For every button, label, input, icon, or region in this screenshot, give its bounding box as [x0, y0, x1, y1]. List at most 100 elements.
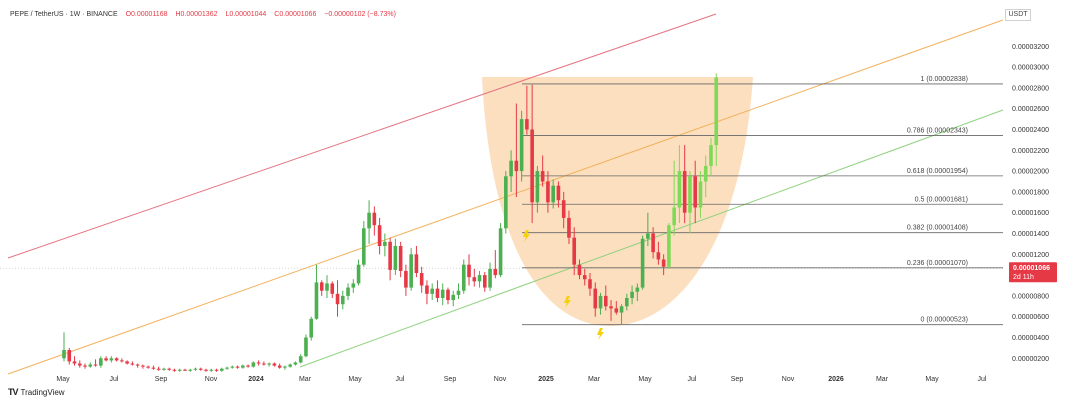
candle: [525, 85, 529, 135]
price-tick-label: 0.00001800: [1012, 189, 1049, 196]
fib-level-label: 0.618 (0.00001954): [907, 168, 968, 175]
candle: [577, 259, 582, 280]
candle: [130, 361, 135, 366]
price-axis[interactable]: 0.00000200 0.00000400 0.00000600 0.00000800…: [1009, 44, 1057, 363]
candle: [504, 171, 508, 234]
candle: [614, 301, 619, 315]
candle-body: [214, 369, 219, 371]
candle: [456, 283, 461, 300]
candle-body: [430, 288, 434, 294]
candle: [625, 293, 629, 311]
candle-body: [130, 363, 135, 365]
candle-body: [530, 129, 534, 203]
candle-body: [456, 290, 461, 295]
price-tick-label: 0.00002600: [1012, 106, 1049, 113]
time-tick-label: May: [925, 376, 939, 383]
lightning-marker-icon: [564, 296, 571, 308]
candle-body: [162, 368, 166, 370]
candle-body: [640, 238, 645, 288]
time-tick-label: Mar: [876, 376, 889, 383]
candle-body: [435, 288, 440, 298]
candle-body: [688, 176, 692, 213]
ohlc-open: O0.00001168: [125, 11, 168, 18]
candle-body: [83, 365, 87, 367]
upper-channel-line: [7, 13, 717, 259]
time-tick-label: May: [56, 376, 70, 383]
candle-body: [646, 233, 650, 239]
candle-body: [404, 270, 408, 288]
fib-level-label: 0.5 (0.00001681): [915, 196, 968, 203]
candle: [509, 150, 513, 192]
candle-body: [251, 362, 256, 367]
candle: [425, 280, 429, 305]
currency-selector[interactable]: USDT: [1005, 9, 1031, 21]
candle-body: [619, 306, 624, 313]
candle-body: [177, 369, 182, 371]
time-tick-label: Jul: [396, 376, 405, 383]
candle: [488, 262, 492, 291]
candle-body: [677, 171, 682, 208]
candle: [703, 155, 708, 198]
candle: [109, 356, 114, 363]
candle-body: [540, 171, 545, 182]
candle-body: [62, 349, 66, 359]
candle-body: [440, 289, 445, 298]
candle: [546, 171, 550, 213]
candle: [493, 250, 498, 279]
time-tick-label: Nov: [494, 376, 507, 383]
candle: [151, 365, 156, 370]
candle-body: [488, 268, 492, 288]
bar-countdown: 2d 11h: [1013, 274, 1034, 281]
candle: [582, 268, 587, 286]
candle-body: [703, 165, 708, 182]
candle: [430, 283, 434, 301]
candle: [556, 181, 561, 208]
candle-body: [504, 176, 508, 229]
time-axis[interactable]: May Jul Sep Nov 2024 Mar May Jul Sep Nov 2025 Mar Ma…: [56, 376, 987, 383]
tradingview-brand[interactable]: TV TradingView: [8, 387, 65, 397]
candle: [340, 290, 345, 310]
candle: [451, 290, 456, 307]
candle-body: [183, 369, 187, 371]
candle: [241, 364, 245, 369]
fibonacci-retracement[interactable]: 1 (0.00002838) 0.786 (0.00002343) 0.618 (0…: [522, 76, 1003, 326]
signal-markers: [523, 230, 604, 340]
candle-body: [425, 285, 429, 294]
candle-body: [472, 277, 477, 282]
candle: [183, 368, 187, 371]
price-tick-label: 0.00001200: [1012, 252, 1049, 259]
candle-body: [225, 367, 229, 369]
candle-body: [109, 358, 114, 361]
candle-body: [256, 362, 261, 364]
candle-body: [304, 337, 308, 357]
candle-body: [635, 287, 640, 292]
candle-body: [314, 282, 319, 319]
symbol-title[interactable]: PEPE / TetherUS · 1W · BINANCE: [10, 11, 118, 18]
candle: [172, 368, 177, 372]
candle-body: [377, 225, 382, 246]
candle-body: [419, 273, 424, 286]
candle-body: [409, 254, 413, 288]
candle-body: [172, 369, 177, 371]
candle: [283, 365, 287, 370]
candle-body: [193, 368, 198, 370]
candle: [209, 368, 214, 372]
candle: [309, 316, 314, 341]
candle: [709, 137, 713, 177]
candle-body: [330, 283, 335, 294]
candle: [446, 287, 450, 305]
candle: [246, 364, 250, 368]
candle-body: [546, 181, 550, 203]
candle-body: [567, 217, 571, 238]
candle: [461, 259, 466, 294]
candle-body: [362, 228, 366, 265]
candle: [483, 271, 487, 292]
candle-body: [325, 283, 329, 291]
time-tick-label: Jul: [978, 376, 987, 383]
candle-body: [309, 318, 314, 338]
candle: [688, 171, 692, 234]
candle-body: [519, 119, 524, 172]
fib-level-label: 0 (0.00000523): [921, 317, 968, 324]
candle-body: [446, 289, 450, 301]
